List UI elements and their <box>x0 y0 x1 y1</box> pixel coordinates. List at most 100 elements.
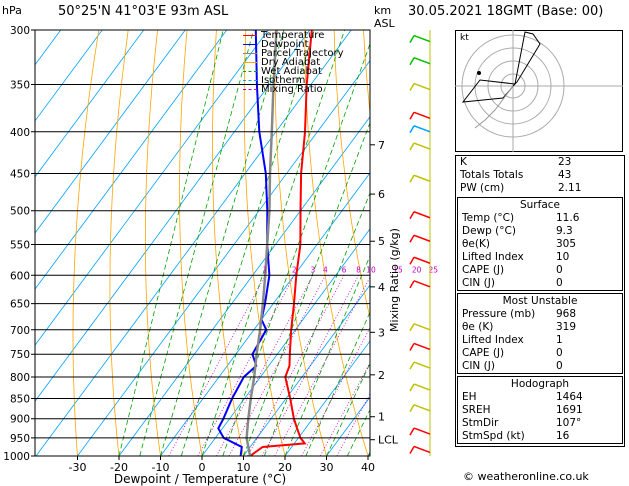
pressure-tick-label: 300 <box>10 25 30 37</box>
mixing-ratio-label: 2 <box>292 265 297 274</box>
wind-barb <box>413 111 431 119</box>
wind-barb-flag <box>409 83 415 91</box>
storm-motion-trace <box>474 85 514 129</box>
legend-swatch <box>243 62 257 63</box>
wind-barb <box>413 211 431 219</box>
wind-barb <box>413 383 431 391</box>
dry-adiabat-line <box>72 30 100 456</box>
index-label: SREH <box>462 404 491 416</box>
pressure-tick-label: 650 <box>10 299 30 311</box>
mixing-ratio-label: 1 <box>263 265 268 274</box>
index-row: Dewp (°C) 9.3 <box>458 225 622 238</box>
index-value: 968 <box>556 308 577 320</box>
hodograph: kt <box>455 30 623 152</box>
index-value: 1464 <box>556 391 583 403</box>
wind-barb <box>413 57 431 65</box>
legend-label: Wet Adiabat <box>261 65 322 77</box>
legend-swatch <box>243 71 257 72</box>
pressure-tick-label: 500 <box>10 206 30 218</box>
km-tick-label: LCL <box>378 434 399 447</box>
index-value: 319 <box>556 321 577 333</box>
km-tick-label: 5 <box>378 235 385 248</box>
km-tick-label: 4 <box>378 281 385 294</box>
index-value: 9.3 <box>556 225 573 237</box>
isotherm-line <box>35 30 269 346</box>
legend-label: Temperature <box>261 29 325 41</box>
pressure-tick-label: 800 <box>10 372 30 384</box>
pressure-tick-label: 450 <box>10 168 30 180</box>
index-row: CIN (J) 0 <box>458 360 622 373</box>
isotherm-line <box>118 116 370 456</box>
wet-adiabat-line <box>346 408 370 456</box>
wet-adiabat-line <box>305 311 370 456</box>
surface-box: Surface Temp (°C) 11.6 Dewp (°C) 9.3 θe(K) 30… <box>457 197 623 291</box>
index-row: Lifted Index 10 <box>458 251 622 264</box>
x-tick-label: -10 <box>152 461 170 474</box>
mixing-ratio-label: 15 <box>393 265 403 274</box>
index-row: SREH 1691 <box>458 404 622 417</box>
forecast-datetime: 30.05.2021 18GMT (Base: 00) <box>408 4 604 19</box>
mixing-ratio-line <box>261 275 359 456</box>
mixing-ratio-line <box>319 361 370 456</box>
wind-barb <box>413 174 431 182</box>
isotherm-line <box>284 340 370 456</box>
isotherm-line <box>160 172 370 456</box>
wind-barb-flag <box>409 211 415 220</box>
legend: Temperature Dewpoint Parcel Trajectory Dry … <box>243 29 344 94</box>
wind-barb <box>413 323 431 331</box>
wind-barb-flag <box>409 256 415 265</box>
wind-barb-flag <box>409 174 415 183</box>
legend-label: Isotherm <box>261 74 306 86</box>
wind-barb <box>413 256 431 264</box>
most-unstable-box: Most Unstable Pressure (mb) 968 θe (K) 319 L… <box>457 293 623 374</box>
wind-barb <box>413 34 431 43</box>
pressure-tick-label: 350 <box>10 80 30 92</box>
legend-label: Dewpoint <box>261 38 309 50</box>
km-tick-label: 6 <box>378 188 385 201</box>
wind-barb-flag <box>409 35 415 43</box>
x-tick-label: -30 <box>69 461 87 474</box>
x-tick-label: 20 <box>278 461 292 474</box>
wind-barb <box>413 427 431 435</box>
legend-swatch <box>243 35 257 36</box>
wind-barb <box>413 342 431 351</box>
index-label: Temp (°C) <box>462 212 515 224</box>
wet-adiabat-line <box>180 30 315 456</box>
isotherm-line <box>35 30 228 290</box>
mixing-ratio-line <box>168 275 266 456</box>
index-label: θe(K) <box>462 238 490 250</box>
index-label: PW (cm) <box>460 182 505 194</box>
wind-barb-flag <box>409 111 415 120</box>
wind-barb <box>413 445 431 454</box>
isotherm-line <box>35 30 103 122</box>
hodograph-trace <box>461 31 541 103</box>
mixing-ratio-label: 6 <box>342 265 347 274</box>
index-row: CIN (J) 0 <box>458 277 622 290</box>
mixing-ratio-label: 20 <box>412 265 422 274</box>
legend-entry: Mixing Ratio <box>243 84 344 94</box>
wet-adiabat-line <box>139 30 254 456</box>
index-value: 23 <box>558 156 572 168</box>
index-value: 2.11 <box>558 182 582 194</box>
index-value: 0 <box>556 277 563 289</box>
storm-motion-dot <box>477 71 481 75</box>
index-label: CAPE (J) <box>462 264 505 276</box>
isotherm-line <box>243 284 370 456</box>
index-value: 10 <box>556 251 570 263</box>
wind-barb <box>413 404 431 412</box>
mixing-ratio-label: 10 <box>366 265 376 274</box>
index-row: Lifted Index 1 <box>458 334 622 347</box>
wind-barb-flag <box>409 125 415 134</box>
index-label: EH <box>462 391 477 403</box>
pressure-tick-label: 950 <box>10 433 30 445</box>
index-label: Lifted Index <box>462 334 524 346</box>
index-label: CIN (J) <box>462 277 495 289</box>
dry-adiabat-line <box>212 30 244 456</box>
dry-adiabat-line <box>363 30 370 117</box>
index-value: 0 <box>556 264 563 276</box>
mixing-ratio-line <box>228 275 326 456</box>
mixing-ratio-label: 25 <box>429 265 439 274</box>
index-value: 0 <box>556 347 563 359</box>
mixing-ratio-line <box>274 276 370 456</box>
